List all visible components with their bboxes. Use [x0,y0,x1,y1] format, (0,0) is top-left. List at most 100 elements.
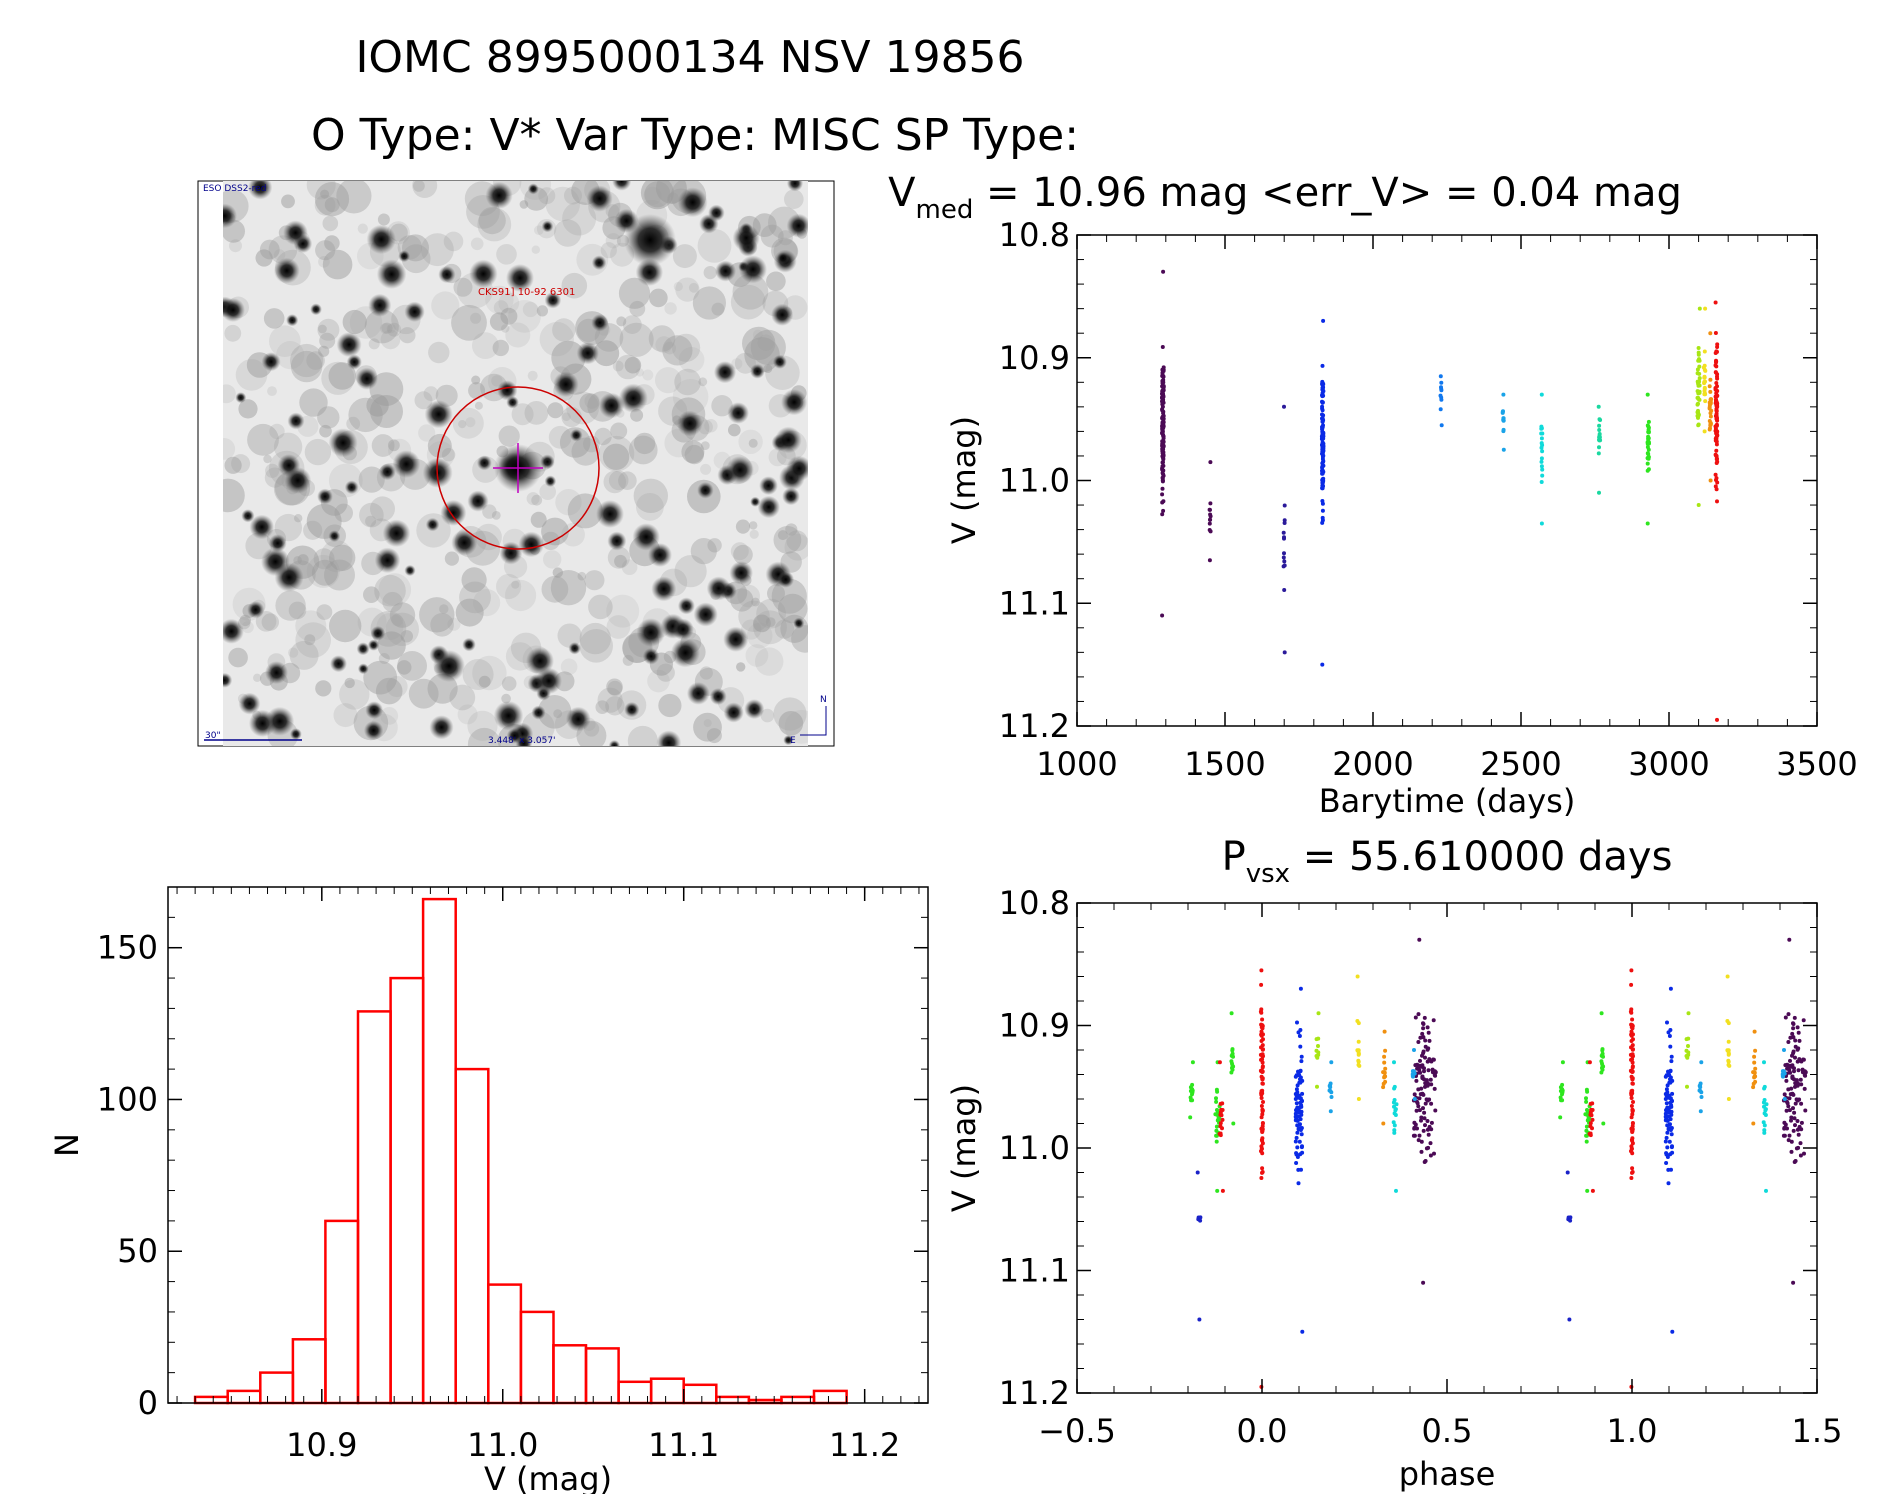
phased-point [1665,1145,1670,1150]
finder-star [265,661,288,685]
finder-noise-blob [339,679,370,710]
phased-point [1190,1060,1195,1065]
phased-point [1669,1132,1674,1137]
finder-noise-blob [498,425,520,447]
finder-noise-blob [760,708,775,723]
finder-noise-blob [519,200,529,209]
phased-point [1665,1090,1670,1095]
lightcurve-point [1713,437,1718,441]
lightcurve-point [1697,379,1702,384]
phased-point [1629,982,1634,987]
figure-title-line1: IOMC 8995000134 NSV 19856 [355,32,1024,83]
finder-noise-blob [261,613,279,631]
lightcurve-point [1320,480,1325,485]
lightcurve-point [1501,447,1506,452]
phased-point [1424,1097,1429,1102]
phased-xtick-label: 0.5 [1422,1412,1473,1450]
phased-point [1260,1107,1265,1112]
phased-point [1294,1161,1299,1165]
finder-noise-blob [397,651,427,681]
phased-point [1751,1121,1756,1126]
finder-noise-blob [505,322,531,348]
lightcurve-point [1702,429,1707,434]
phased-point [1590,1117,1595,1122]
lightcurve-point [1708,331,1713,336]
finder-noise-blob [692,286,727,320]
phased-point [1296,1181,1301,1186]
finder-noise-blob [618,277,651,309]
phased-point [1752,1070,1757,1075]
finder-noise-blob [539,321,574,357]
finder-noise-blob [306,181,336,200]
finder-noise-blob [419,597,455,633]
phased-point [1422,1015,1427,1020]
phased-point [1786,1087,1791,1092]
finder-star [723,626,749,652]
finder-noise-blob [295,622,332,658]
lightcurve-title-main: V [888,170,916,216]
finder-noise-blob [703,719,712,728]
phased-point [1431,1018,1436,1023]
finder-noise-blob [306,503,342,539]
finder-noise-blob [377,631,406,660]
phased-point [1726,1048,1731,1053]
finder-noise-blob [713,451,731,469]
finder-noise-blob [648,325,676,352]
lightcurve-ytick-label: 10.9 [999,339,1070,377]
phased-point [1419,1139,1424,1144]
phased-point [1668,986,1673,991]
phased-point [1421,1049,1426,1054]
phased-point [1293,1074,1298,1079]
finder-noise-blob [386,675,408,698]
finder-noise-blob [239,614,251,627]
phased-point [1425,1025,1430,1030]
phased-point [1686,1044,1690,1048]
lightcurve-point [1645,468,1650,473]
lightcurve-point [1320,406,1325,411]
finder-noise-blob [496,573,522,600]
finder-noise-blob [791,625,808,653]
phased-point [1218,1101,1223,1106]
finder-noise-blob [531,494,543,506]
finder-noise-blob [733,544,753,565]
lightcurve-point [1160,478,1165,483]
phased-point [1382,1070,1387,1075]
phased-point [1789,1149,1794,1154]
phased-point [1216,1118,1221,1123]
phased-point [1790,1063,1795,1068]
phased-point [1669,1167,1673,1172]
histogram-bar [649,1377,685,1405]
phased-ylabel: V (mag) [945,1084,983,1212]
finder-noise-blob [672,333,701,362]
finder-noise-blob [224,324,242,342]
finder-noise-blob [554,219,582,247]
phased-point [1787,937,1792,942]
phased-point [1588,1133,1593,1138]
finder-noise-blob [562,201,597,236]
finder-noise-blob [317,318,340,341]
phased-point [1260,1112,1265,1117]
lightcurve-point [1715,480,1720,485]
lightcurve-point [1439,423,1444,428]
phased-point [1588,1101,1593,1106]
phased-point [1698,1083,1703,1088]
phased-point [1587,1060,1592,1065]
histogram-bar [356,1010,392,1405]
finder-noise-blob [749,529,759,539]
lightcurve-point [1501,392,1506,397]
finder-noise-blob [588,594,613,620]
lightcurve-point [1708,389,1713,394]
lightcurve-point [1161,387,1166,391]
phased-point [1230,1048,1235,1053]
phased-point [1394,1188,1398,1193]
phased-point [1802,1086,1807,1091]
finder-noise-blob [377,213,390,226]
phased-point [1259,1022,1264,1027]
finder-noise-blob [711,395,733,417]
lightcurve-point [1645,461,1650,466]
phased-point [1295,1145,1300,1150]
lightcurve-point [1161,394,1165,399]
phased-point [1791,1049,1796,1054]
finder-noise-blob [749,521,758,530]
